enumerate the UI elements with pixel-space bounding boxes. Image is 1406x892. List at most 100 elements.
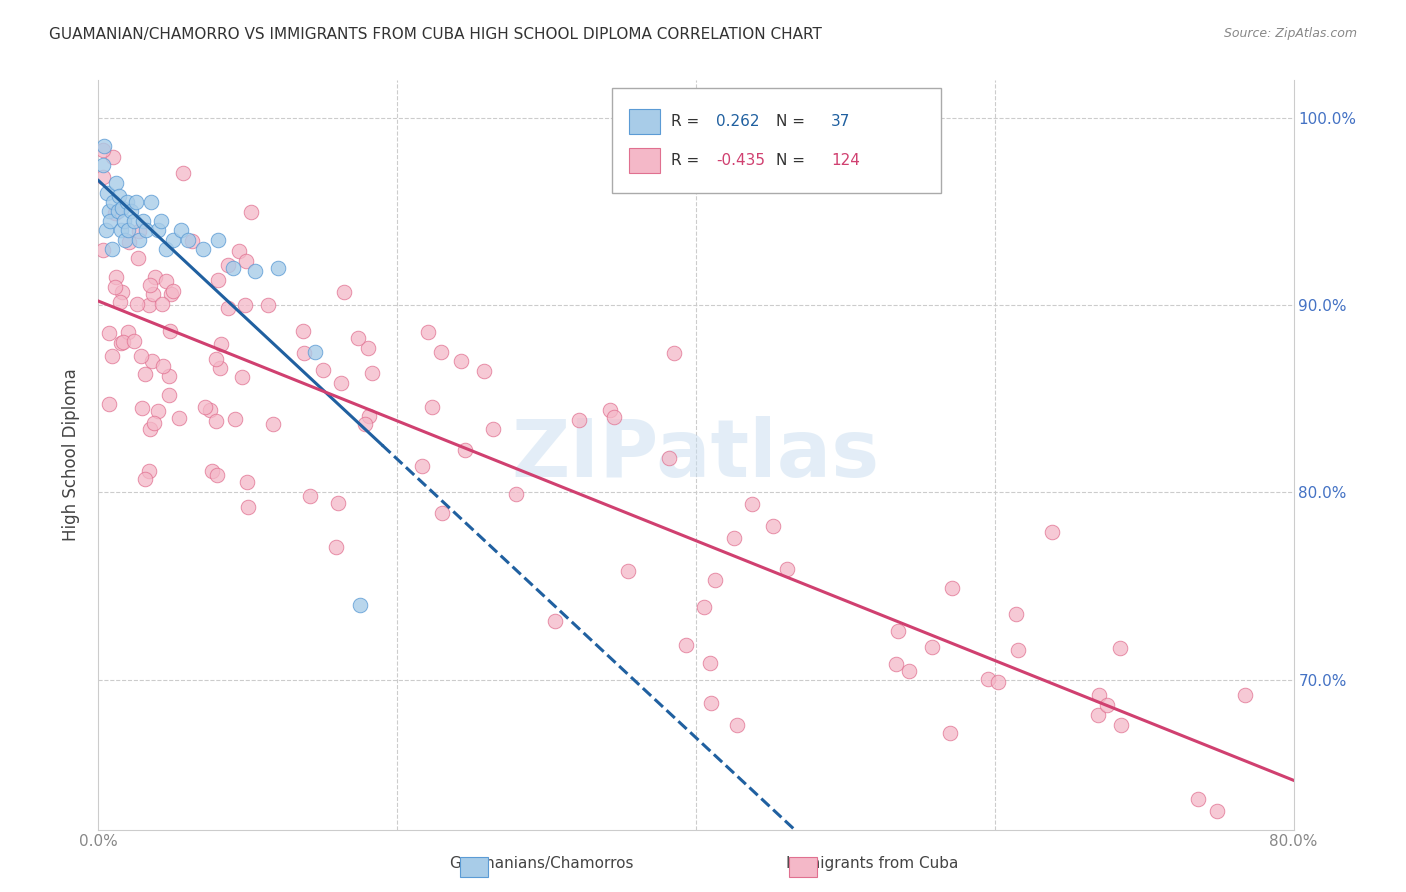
Y-axis label: High School Diploma: High School Diploma	[62, 368, 80, 541]
Point	[361, 366, 384, 380]
Point	[238, 500, 260, 514]
Point	[112, 213, 135, 227]
Point	[941, 582, 963, 596]
Point	[359, 409, 381, 423]
Point	[1108, 640, 1130, 655]
Point	[96, 186, 118, 200]
Point	[139, 195, 162, 210]
Text: N =: N =	[776, 114, 810, 129]
Point	[159, 324, 181, 338]
Point	[138, 298, 160, 312]
Point	[141, 354, 163, 368]
Point	[411, 458, 433, 473]
Point	[138, 464, 160, 478]
Point	[1007, 642, 1029, 657]
Point	[181, 234, 204, 248]
Point	[104, 270, 127, 285]
Point	[245, 264, 267, 278]
Point	[138, 277, 160, 292]
Point	[131, 401, 153, 415]
Point	[122, 334, 145, 348]
Point	[217, 301, 239, 315]
Point	[209, 336, 232, 351]
Point	[454, 443, 477, 458]
Point	[1187, 792, 1209, 806]
Point	[108, 189, 131, 203]
Point	[267, 260, 290, 275]
Point	[91, 143, 114, 157]
Text: 37: 37	[831, 114, 851, 129]
Point	[353, 417, 375, 432]
Point	[658, 451, 681, 466]
Point	[1088, 689, 1111, 703]
Point	[150, 213, 173, 227]
Point	[198, 403, 221, 417]
Point	[177, 232, 200, 246]
Point	[191, 242, 214, 256]
Text: Immigrants from Cuba: Immigrants from Cuba	[786, 856, 957, 871]
Point	[148, 403, 170, 417]
Point	[98, 326, 121, 340]
Text: R =: R =	[671, 153, 704, 168]
Point	[603, 410, 626, 425]
Point	[124, 213, 146, 227]
Point	[162, 232, 184, 246]
Point	[1097, 698, 1119, 712]
Point	[568, 413, 591, 427]
Point	[304, 344, 326, 359]
Point	[207, 232, 229, 246]
Point	[236, 475, 259, 489]
Point	[450, 354, 472, 368]
Text: 124: 124	[831, 153, 860, 168]
Point	[111, 201, 134, 215]
Point	[723, 531, 745, 545]
Text: -0.435: -0.435	[716, 153, 765, 168]
Point	[108, 295, 131, 310]
Point	[430, 345, 453, 359]
Point	[172, 166, 194, 180]
Point	[700, 696, 723, 710]
Point	[207, 272, 229, 286]
Point	[148, 223, 170, 237]
FancyBboxPatch shape	[613, 87, 941, 193]
Text: R =: R =	[671, 114, 704, 129]
Point	[107, 204, 129, 219]
Point	[120, 204, 142, 219]
Point	[675, 638, 697, 652]
Point	[127, 297, 149, 311]
Point	[505, 486, 527, 500]
Point	[207, 467, 229, 482]
Point	[1040, 524, 1063, 539]
Point	[117, 325, 139, 339]
Point	[142, 286, 165, 301]
Point	[262, 417, 284, 432]
Point	[762, 519, 785, 533]
Point	[617, 564, 640, 578]
Point	[103, 195, 125, 210]
Point	[231, 370, 253, 384]
Point	[1005, 607, 1028, 621]
Point	[325, 541, 347, 555]
Point	[104, 280, 127, 294]
Point	[1109, 718, 1132, 732]
Point	[152, 359, 174, 374]
Point	[887, 624, 910, 639]
Text: GUAMANIAN/CHAMORRO VS IMMIGRANTS FROM CUBA HIGH SCHOOL DIPLOMA CORRELATION CHART: GUAMANIAN/CHAMORRO VS IMMIGRANTS FROM CU…	[49, 27, 823, 42]
Point	[898, 664, 921, 678]
Point	[94, 223, 117, 237]
Point	[155, 274, 177, 288]
Point	[135, 223, 157, 237]
Point	[312, 363, 335, 377]
Point	[422, 400, 444, 414]
Point	[162, 284, 184, 298]
Point	[347, 331, 370, 345]
Point	[157, 388, 180, 402]
Point	[150, 296, 173, 310]
Point	[132, 213, 155, 227]
Point	[111, 334, 134, 349]
Point	[111, 285, 134, 299]
Point	[167, 411, 190, 425]
Point	[110, 223, 132, 237]
Point	[205, 352, 228, 367]
Point	[134, 368, 156, 382]
